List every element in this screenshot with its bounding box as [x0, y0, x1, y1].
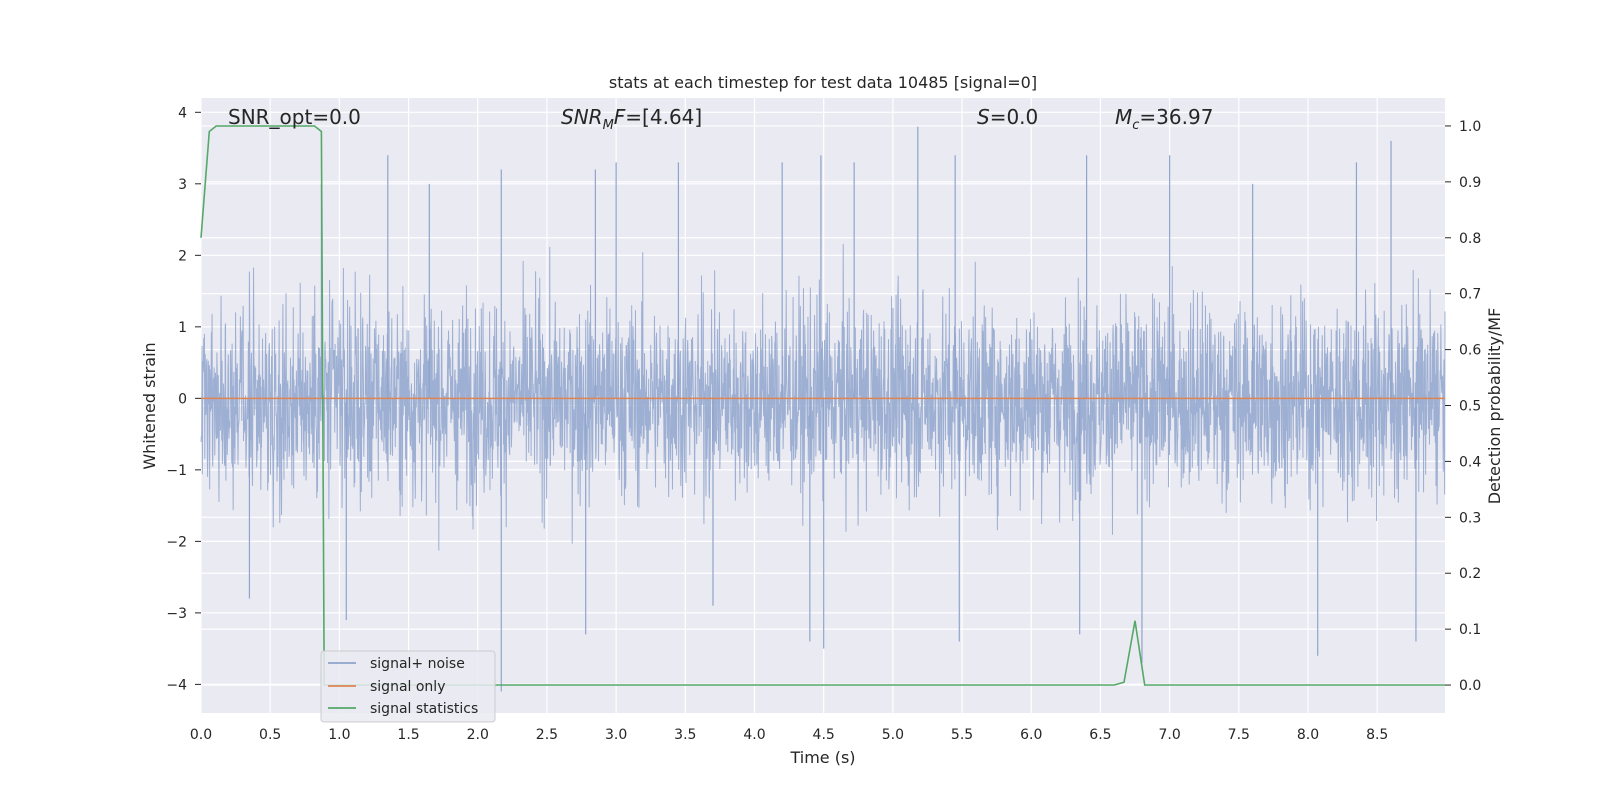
legend: signal+ noise signal only signal statist… — [320, 650, 496, 723]
x-tick-4.0: 4.0 — [743, 727, 765, 743]
y-right-tick-labels: 1.0 0.9 0.8 0.7 0.6 0.5 0.4 0.3 0.2 0.1 0.0 — [1445, 119, 1481, 694]
y-right-tick-0.9: 0.9 — [1459, 175, 1481, 191]
mc-rest: =36.97 — [1139, 105, 1213, 129]
y-right-tick-0.6: 0.6 — [1459, 343, 1481, 359]
annotation-snr-mf: SNRMF=[4.64] — [561, 105, 702, 133]
y-right-tick-0.2: 0.2 — [1459, 566, 1481, 582]
x-tick-3.5: 3.5 — [674, 727, 696, 743]
y-right-tick-1.0: 1.0 — [1459, 119, 1481, 135]
legend-label-signal-only: signal only — [370, 679, 445, 695]
x-tick-5.5: 5.5 — [951, 727, 973, 743]
snr-mf-base: SNR — [561, 105, 603, 129]
x-tick-7.0: 7.0 — [1158, 727, 1180, 743]
y-right-tick-0.7: 0.7 — [1459, 287, 1481, 303]
y-left-axis-label: Whitened strain — [140, 342, 159, 469]
s-rest: =0.0 — [990, 105, 1039, 129]
chart-title: stats at each timestep for test data 104… — [609, 73, 1037, 92]
y-right-tick-0.4: 0.4 — [1459, 454, 1481, 470]
y-left-tick--1: −1 — [166, 463, 187, 479]
y-left-tick-labels: 4 3 2 1 0 −1 −2 −3 −4 — [166, 105, 201, 693]
y-right-axis-label: Detection probability/MF — [1485, 308, 1504, 505]
y-right-tick-0.3: 0.3 — [1459, 510, 1481, 526]
y-right-tick-0.0: 0.0 — [1459, 678, 1481, 694]
y-left-tick--2: −2 — [166, 534, 187, 550]
x-tick-labels: 0.0 0.5 1.0 1.5 2.0 2.5 3.0 3.5 4.0 4.5 5.0 5.5 6.0 6… — [190, 727, 1388, 743]
snr-mf-rest: F=[4.64] — [614, 105, 702, 129]
y-left-tick--4: −4 — [166, 677, 187, 693]
x-tick-6.5: 6.5 — [1089, 727, 1111, 743]
x-tick-7.5: 7.5 — [1228, 727, 1250, 743]
y-left-tick-1: 1 — [178, 320, 187, 336]
y-left-tick-2: 2 — [178, 248, 187, 264]
x-axis-label: Time (s) — [789, 748, 855, 767]
x-tick-3.0: 3.0 — [605, 727, 627, 743]
annotation-snr-opt: SNR_opt=0.0 — [228, 105, 361, 129]
x-tick-8.0: 8.0 — [1297, 727, 1319, 743]
legend-label-signal-statistics: signal statistics — [370, 701, 478, 717]
y-left-tick--3: −3 — [166, 606, 187, 622]
y-right-tick-0.5: 0.5 — [1459, 399, 1481, 415]
x-tick-0.5: 0.5 — [259, 727, 281, 743]
y-left-tick-3: 3 — [178, 177, 187, 193]
s-var: S — [977, 105, 990, 129]
x-tick-2.0: 2.0 — [467, 727, 489, 743]
annotation-s: S=0.0 — [977, 105, 1038, 129]
x-tick-0.0: 0.0 — [190, 727, 212, 743]
y-right-tick-0.8: 0.8 — [1459, 231, 1481, 247]
x-tick-2.5: 2.5 — [536, 727, 558, 743]
x-tick-5.0: 5.0 — [882, 727, 904, 743]
x-tick-4.5: 4.5 — [813, 727, 835, 743]
snr-mf-sub: M — [603, 118, 614, 133]
mc-sub: c — [1132, 118, 1139, 133]
y-right-tick-0.1: 0.1 — [1459, 622, 1481, 638]
signal-noise-trace — [200, 243, 1446, 551]
annotation-mc: Mc=36.97 — [1115, 105, 1213, 133]
x-tick-6.0: 6.0 — [1020, 727, 1042, 743]
legend-label-signal-noise: signal+ noise — [370, 656, 465, 672]
legend-box — [320, 650, 496, 723]
y-left-tick-0: 0 — [178, 391, 187, 407]
mc-var: M — [1115, 105, 1132, 129]
x-tick-1.5: 1.5 — [397, 727, 419, 743]
series-signal-noise — [200, 126, 1446, 692]
x-tick-8.5: 8.5 — [1366, 727, 1388, 743]
x-tick-1.0: 1.0 — [328, 727, 350, 743]
y-left-tick-4: 4 — [178, 105, 187, 121]
